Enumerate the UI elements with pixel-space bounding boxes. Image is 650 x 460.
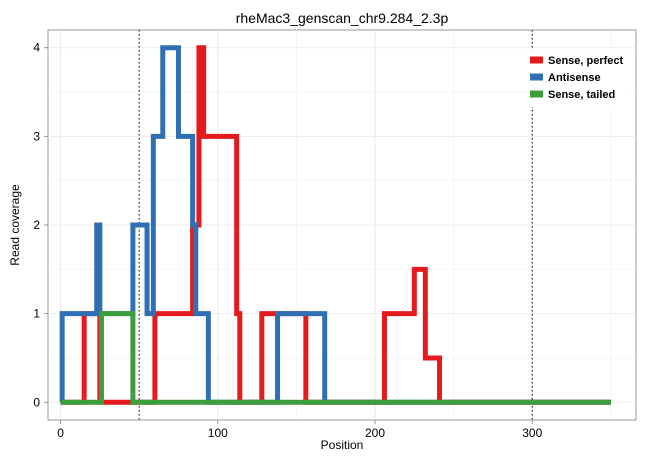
chart-title: rheMac3_genscan_chr9.284_2.3p [236, 10, 449, 26]
x-tick-label: 200 [365, 426, 385, 440]
legend-key-2 [530, 73, 543, 81]
legend: Sense, perfect Antisense Sense, tailed [526, 50, 630, 107]
x-tick-label: 100 [208, 426, 228, 440]
y-tick-label: 2 [33, 218, 40, 232]
x-tick-label: 300 [522, 426, 542, 440]
legend-box [526, 50, 630, 107]
legend-key-1 [530, 56, 543, 64]
x-axis-title: Position [321, 438, 364, 452]
y-tick-label: 1 [33, 307, 40, 321]
y-axis-title: Read coverage [8, 184, 22, 266]
y-tick-label: 0 [33, 395, 40, 409]
legend-label-3: Sense, tailed [548, 89, 615, 101]
series-lines [59, 45, 611, 405]
legend-label-2: Antisense [548, 72, 601, 84]
y-tick-label: 3 [33, 129, 40, 143]
legend-label-1: Sense, perfect [548, 55, 624, 67]
series-line-3 [60, 311, 611, 405]
legend-key-3 [530, 90, 543, 98]
x-tick-label: 0 [57, 426, 64, 440]
y-tick-label: 4 [33, 41, 40, 55]
axes: 0 100 200 300 0 1 2 3 4 [33, 41, 542, 440]
